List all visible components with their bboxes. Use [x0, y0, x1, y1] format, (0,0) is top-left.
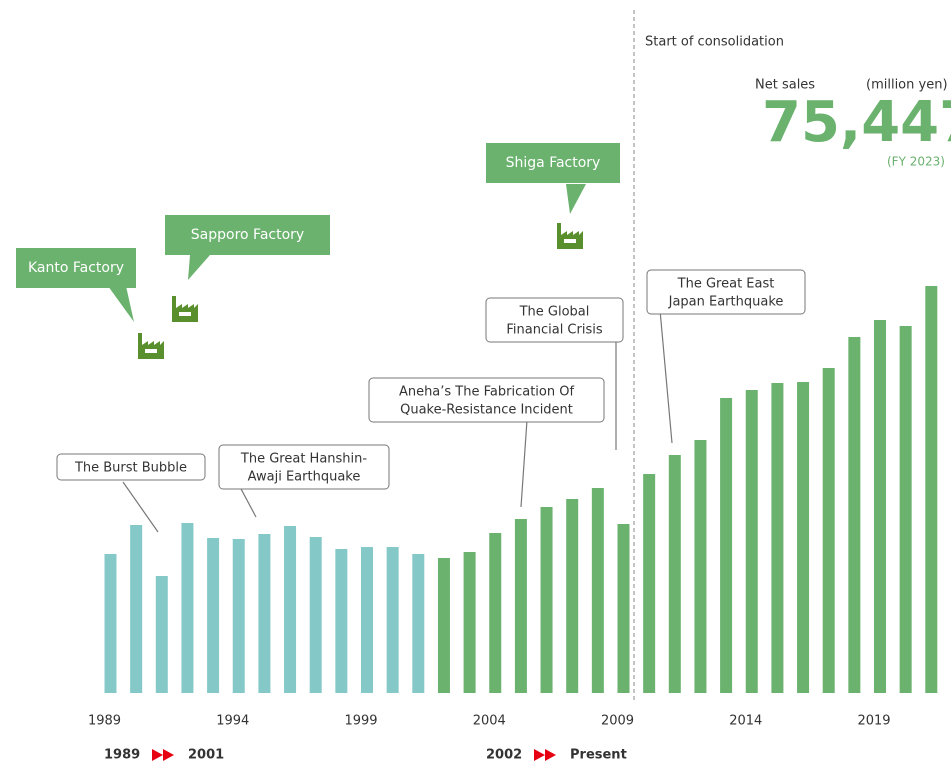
bar: [207, 538, 220, 693]
period-arrow: [534, 749, 545, 761]
annotation-box: [218, 444, 390, 490]
annotation-text: Aneha’s The Fabrication Of: [399, 385, 575, 400]
annotation-box: [56, 453, 206, 481]
leader-line: [659, 309, 673, 444]
bar: [155, 576, 168, 693]
leader-line: [122, 481, 159, 533]
annotation-text: The Burst Bubble: [74, 461, 187, 476]
factory-label-box: [165, 215, 330, 255]
leader-line: [239, 486, 257, 518]
bar: [181, 523, 194, 693]
factory-label: Shiga Factory: [506, 155, 601, 171]
annotation-box: [646, 269, 806, 315]
factory-icon: [172, 296, 198, 322]
annotation-box: [485, 297, 624, 343]
bar: [232, 539, 245, 693]
bar: [694, 440, 707, 693]
net-sales-period: (FY 2023): [887, 155, 945, 169]
bar: [720, 398, 733, 693]
x-tick-label: 2004: [473, 714, 506, 729]
bar: [566, 499, 579, 693]
period-arrow: [545, 749, 556, 761]
factory-label-tail: [188, 255, 210, 280]
annotation-text: Japan Earthquake: [668, 295, 784, 310]
annotation-text: The Global: [519, 305, 590, 320]
net-sales-label: Net sales: [755, 78, 815, 93]
bar: [925, 286, 938, 693]
unit-label: (million yen): [866, 78, 948, 93]
x-tick-label: 2009: [601, 714, 634, 729]
factory-icon-shape: [138, 333, 164, 359]
factory-label-tail: [566, 184, 586, 214]
bar: [130, 525, 143, 693]
period-end: Present: [570, 748, 627, 762]
factory-window: [179, 312, 191, 316]
bar: [848, 337, 861, 693]
factory-window: [564, 239, 576, 243]
factory-icon-shape: [172, 296, 198, 322]
factory-icon: [557, 223, 583, 249]
bar: [335, 549, 348, 693]
consolidation-label: Start of consolidation: [645, 35, 784, 50]
period-arrow: [152, 749, 163, 761]
factory-icon-shape: [557, 223, 583, 249]
bar: [540, 507, 553, 693]
bar: [258, 534, 271, 693]
x-tick-label: 1999: [344, 714, 377, 729]
factory-label-box: [16, 248, 136, 288]
x-tick-label: 2014: [729, 714, 762, 729]
bar: [437, 558, 450, 693]
bar: [463, 552, 476, 693]
bar: [643, 474, 656, 693]
bar: [386, 547, 399, 693]
factory-label: Sapporo Factory: [191, 227, 304, 243]
leader-line: [520, 419, 528, 508]
factory-label-box: [486, 143, 620, 183]
x-tick-label: 2019: [857, 714, 890, 729]
factory-icon: [138, 333, 164, 359]
period-start: 1989: [104, 748, 140, 762]
bar: [899, 326, 912, 693]
period-arrow: [163, 749, 174, 761]
bar: [284, 526, 297, 693]
bar: [489, 533, 502, 693]
bar: [104, 554, 117, 693]
bar: [745, 390, 758, 693]
annotation-text: Quake-Resistance Incident: [400, 403, 573, 418]
net-sales-value: 75,447: [762, 90, 951, 155]
bar: [309, 537, 322, 693]
bar: [361, 547, 373, 693]
bar: [514, 519, 527, 693]
annotation-text: The Great Hanshin-: [240, 452, 367, 467]
period-end: 2001: [188, 748, 224, 762]
bar: [771, 383, 784, 693]
bar: [591, 488, 604, 693]
bar: [874, 320, 886, 693]
factory-label: Kanto Factory: [28, 260, 124, 276]
bar: [668, 455, 681, 693]
annotation-text: Financial Crisis: [506, 323, 602, 338]
factory-label-tail: [108, 286, 134, 322]
bar: [617, 524, 630, 693]
factory-window: [145, 349, 157, 353]
bar: [797, 382, 810, 693]
annotation-text: Awaji Earthquake: [248, 470, 361, 485]
bar: [412, 554, 425, 693]
x-tick-label: 1994: [216, 714, 249, 729]
bar: [822, 368, 835, 693]
annotation-text: The Great East: [677, 277, 775, 292]
period-start: 2002: [486, 748, 522, 762]
annotation-box: [368, 377, 605, 423]
x-tick-label: 1989: [88, 714, 121, 729]
